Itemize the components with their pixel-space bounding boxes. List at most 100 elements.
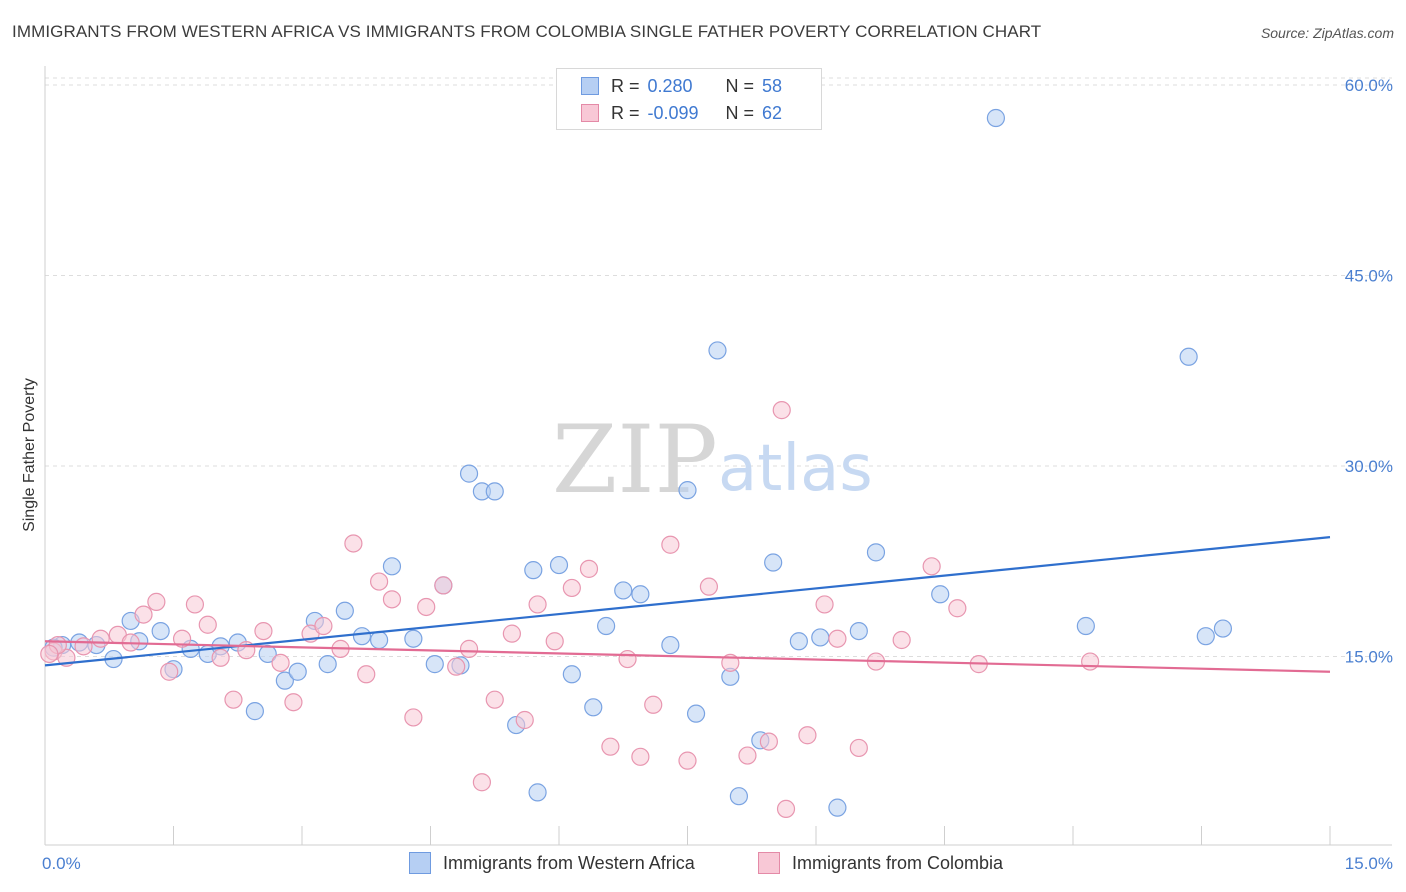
point-western-africa	[931, 585, 950, 604]
point-colombia	[849, 738, 868, 758]
legend-label: Immigrants from Colombia	[792, 852, 1004, 873]
point-colombia	[1081, 652, 1100, 671]
watermark: ZIP atlas	[552, 406, 873, 515]
point-colombia	[699, 577, 719, 596]
point-colombia	[828, 629, 847, 648]
point-colombia	[224, 690, 243, 709]
n-value: 58	[762, 75, 783, 96]
point-western-africa	[811, 628, 830, 647]
legend-swatch-pink	[581, 104, 599, 122]
point-colombia	[815, 595, 834, 614]
n-label: N =	[725, 102, 755, 123]
legend-item-colombia[interactable]: Immigrants from Colombia	[758, 852, 1003, 874]
point-western-africa	[729, 787, 749, 806]
point-western-africa	[485, 482, 504, 501]
chart-title: IMMIGRANTS FROM WESTERN AFRICA VS IMMIGR…	[12, 22, 1042, 41]
point-western-africa	[318, 655, 337, 674]
point-western-africa	[288, 662, 307, 681]
r-label: R =	[611, 102, 640, 123]
point-western-africa	[404, 629, 423, 648]
point-western-africa	[151, 621, 170, 641]
legend-label: Immigrants from Western Africa	[443, 852, 695, 873]
point-colombia	[40, 644, 59, 664]
n-value: 62	[762, 102, 783, 123]
y-tick-label: 60.0%	[1345, 76, 1393, 95]
point-western-africa	[661, 635, 680, 655]
legend-item-western-africa[interactable]: Immigrants from Western Africa	[409, 852, 695, 874]
point-colombia	[404, 708, 423, 727]
point-western-africa	[584, 698, 603, 717]
point-colombia	[892, 630, 911, 650]
point-western-africa	[631, 585, 650, 604]
point-colombia	[434, 576, 453, 595]
point-western-africa	[764, 553, 783, 572]
point-western-africa	[614, 581, 633, 600]
point-colombia	[370, 572, 389, 591]
point-western-africa	[352, 627, 372, 646]
point-colombia	[185, 595, 205, 614]
y-tick-label: 30.0%	[1345, 457, 1393, 476]
point-colombia	[922, 557, 941, 576]
point-colombia	[254, 621, 273, 641]
point-western-africa	[528, 783, 547, 802]
point-colombia	[515, 710, 534, 730]
point-western-africa	[1213, 619, 1233, 638]
series-colombia	[40, 401, 1100, 819]
point-colombia	[678, 751, 697, 770]
y-tick-labels: 15.0% 30.0% 45.0% 60.0%	[1345, 76, 1393, 667]
legend-swatch-pink	[758, 852, 780, 874]
watermark-zip: ZIP	[552, 406, 718, 515]
point-western-africa	[708, 341, 727, 360]
point-colombia	[661, 535, 680, 554]
n-label: N =	[725, 75, 755, 96]
legend-swatch-blue	[409, 852, 431, 874]
point-western-africa	[370, 630, 389, 650]
watermark-atlas: atlas	[718, 432, 873, 506]
point-colombia	[472, 773, 491, 792]
point-colombia	[357, 665, 376, 684]
x-tick-label: 15.0%	[1345, 854, 1393, 873]
point-western-africa	[789, 632, 808, 651]
point-western-africa	[524, 561, 543, 580]
point-colombia	[485, 690, 504, 709]
point-western-africa	[849, 621, 868, 641]
point-colombia	[631, 747, 650, 766]
point-colombia	[271, 653, 290, 672]
point-western-africa	[245, 702, 264, 721]
point-colombia	[417, 597, 436, 617]
trend-line-colombia	[44, 640, 1331, 673]
r-label: R =	[611, 75, 640, 96]
trend-line-western-africa	[44, 536, 1331, 667]
point-colombia	[459, 639, 479, 658]
y-axis-label: Single Father Poverty	[21, 378, 38, 532]
point-western-africa	[549, 555, 569, 575]
point-colombia	[601, 737, 620, 756]
legend-row-colombia: R = -0.099 N = 62	[581, 102, 782, 124]
axes	[44, 66, 1392, 846]
point-colombia	[211, 648, 230, 667]
point-western-africa	[425, 655, 444, 674]
x-tick-label: 0.0%	[42, 854, 81, 873]
series-western-africa	[44, 108, 1233, 817]
source-label: Source: ZipAtlas.com	[1260, 25, 1394, 41]
point-western-africa	[686, 704, 706, 723]
point-colombia	[772, 401, 791, 420]
data-points	[40, 108, 1233, 819]
point-western-africa	[1196, 627, 1215, 646]
legend-row-western-africa: R = 0.280 N = 58	[581, 75, 782, 97]
point-colombia	[545, 632, 564, 651]
point-colombia	[618, 649, 637, 669]
point-colombia	[198, 615, 217, 634]
point-colombia	[74, 637, 93, 656]
point-colombia	[172, 629, 192, 648]
point-colombia	[314, 616, 333, 636]
point-western-africa	[562, 665, 581, 684]
point-colombia	[528, 595, 547, 614]
point-western-africa	[335, 601, 354, 620]
point-colombia	[447, 657, 466, 676]
x-tick-labels: 0.0% 15.0%	[42, 854, 1393, 873]
gridlines	[45, 77, 1392, 657]
point-colombia	[160, 662, 179, 681]
point-colombia	[738, 746, 757, 765]
